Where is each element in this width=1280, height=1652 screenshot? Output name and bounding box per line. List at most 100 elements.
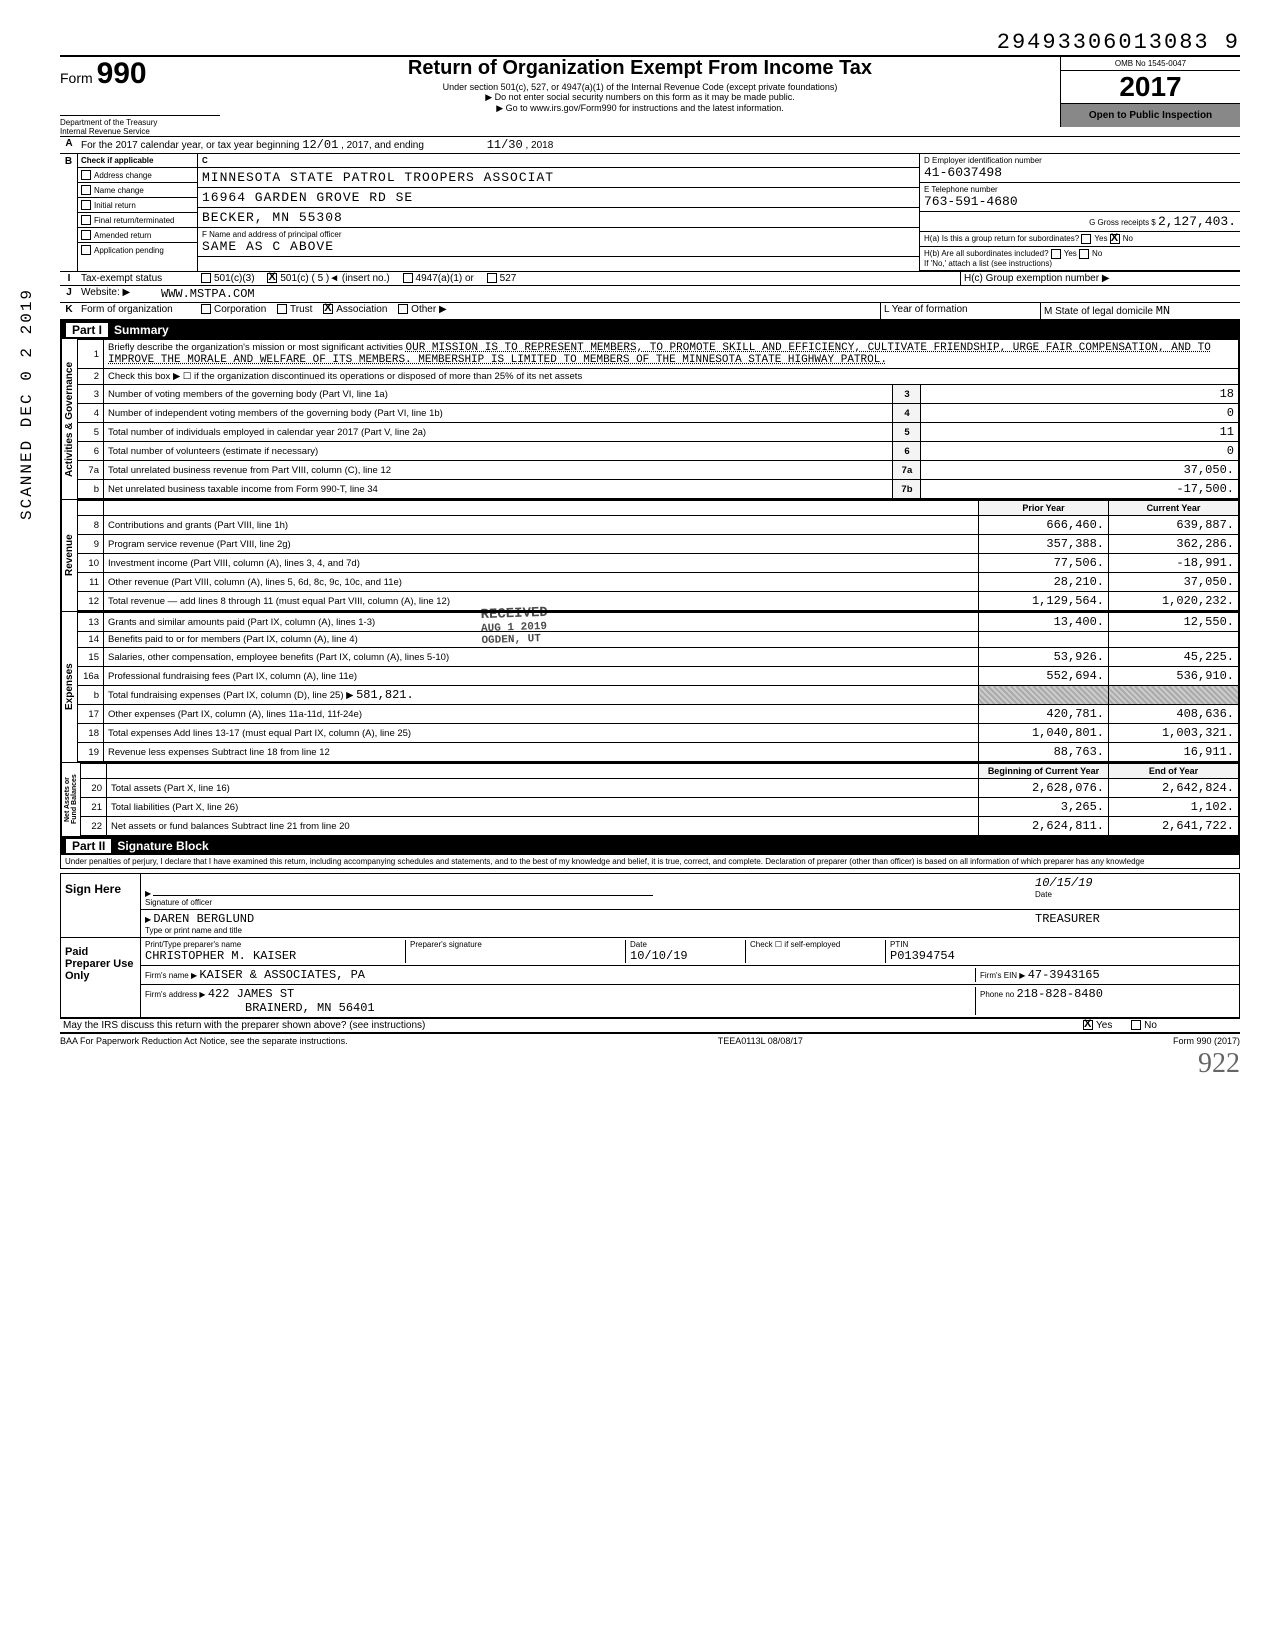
line-a-label: A — [60, 137, 78, 153]
val-5: 11 — [921, 423, 1239, 442]
form-title: Return of Organization Exempt From Incom… — [228, 57, 1052, 80]
col-end: End of Year — [1109, 764, 1239, 779]
prep-date-label: Date — [630, 940, 647, 949]
chk-trust[interactable] — [277, 304, 287, 314]
prior-16a: 552,694. — [979, 667, 1109, 686]
chk-corp[interactable] — [201, 304, 211, 314]
received-stamp: RECEIVED AUG 1 2019 OGDEN, UT — [480, 605, 549, 647]
firm-addr-label: Firm's address ▶ — [145, 990, 206, 999]
line-a-text: For the 2017 calendar year, or tax year … — [81, 140, 299, 151]
form-number-box: Form 990 Department of the Treasury Inte… — [60, 57, 220, 136]
hb-yes[interactable] — [1051, 249, 1061, 259]
prior-11: 28,210. — [979, 573, 1109, 592]
open-public-badge: Open to Public Inspection — [1061, 104, 1240, 127]
prior-12: 1,129,564. — [979, 592, 1109, 611]
chk-label: Final return/terminated — [94, 216, 174, 225]
line-3: Number of voting members of the governin… — [104, 385, 893, 404]
vlabel-revenue: Revenue — [61, 500, 77, 611]
line-2: Check this box ▶ ☐ if the organization d… — [104, 369, 1239, 385]
preparer-date: 10/10/19 — [630, 949, 688, 963]
form-org-label: Form of organization — [78, 303, 198, 319]
chk-label: Application pending — [94, 246, 164, 255]
chk-final-return[interactable]: Final return/terminated — [78, 213, 197, 228]
curr-17: 408,636. — [1109, 705, 1239, 724]
chk-initial-return[interactable]: Initial return — [78, 198, 197, 213]
chk-address-change[interactable]: Address change — [78, 168, 197, 183]
chk-amended[interactable]: Amended return — [78, 228, 197, 243]
curr-18: 1,003,321. — [1109, 724, 1239, 743]
chk-other[interactable] — [398, 304, 408, 314]
chk-501c[interactable] — [267, 273, 277, 283]
prior-13: 13,400. — [979, 613, 1109, 632]
principal-officer: SAME AS C ABOVE — [202, 239, 334, 254]
paid-preparer-section: Paid Preparer Use Only Print/Type prepar… — [60, 938, 1240, 1018]
chk-assoc[interactable] — [323, 304, 333, 314]
governance-table: 1Briefly describe the organization's mis… — [77, 339, 1239, 499]
vlabel-expenses: Expenses — [61, 612, 77, 762]
line-5: Total number of individuals employed in … — [104, 423, 893, 442]
sig-officer-label: Signature of officer — [145, 898, 212, 907]
line-i-label: I — [60, 272, 78, 285]
mission-label: Briefly describe the organization's miss… — [108, 342, 403, 353]
chk-label: Initial return — [94, 201, 136, 210]
check-if-applicable: Check if applicable Address change Name … — [78, 154, 198, 271]
line-16b: Total fundraising expenses (Part IX, col… — [108, 690, 353, 701]
curr-19: 16,911. — [1109, 743, 1239, 762]
year-formation: L Year of formation — [880, 303, 1040, 319]
self-employed-check[interactable]: Check ☐ if self-employed — [745, 940, 885, 963]
discuss-yes[interactable] — [1083, 1020, 1093, 1030]
chk-527[interactable] — [487, 273, 497, 283]
line-16a: Professional fundraising fees (Part IX, … — [104, 667, 979, 686]
discuss-question: May the IRS discuss this return with the… — [60, 1019, 1080, 1032]
title-label: Type or print name and title — [145, 926, 242, 935]
chk-name-change[interactable]: Name change — [78, 183, 197, 198]
ptin-label: PTIN — [890, 940, 908, 949]
hb-label: H(b) Are all subordinates included? — [924, 249, 1049, 258]
chk-label: Address change — [94, 171, 152, 180]
chk-501c3[interactable] — [201, 273, 211, 283]
firm-label: Firm's name ▶ — [145, 971, 197, 980]
line-a-end: 11/30 — [487, 138, 523, 152]
baa-left: BAA For Paperwork Reduction Act Notice, … — [60, 1036, 348, 1046]
prior-8: 666,460. — [979, 516, 1109, 535]
col-begin: Beginning of Current Year — [979, 764, 1109, 779]
beg-22: 2,624,811. — [979, 817, 1109, 836]
chk-application-pending[interactable]: Application pending — [78, 243, 197, 257]
perjury-text: Under penalties of perjury, I declare th… — [60, 855, 1240, 869]
form-org-opts: Corporation Trust Association Other ▶ — [198, 303, 880, 319]
line-11: Other revenue (Part VIII, column (A), li… — [104, 573, 979, 592]
ein-label: Firm's EIN ▶ — [980, 971, 1025, 980]
ha-no[interactable] — [1110, 234, 1120, 244]
line-7a: Total unrelated business revenue from Pa… — [104, 461, 893, 480]
val-6: 0 — [921, 442, 1239, 461]
curr-14 — [1109, 632, 1239, 648]
col-current: Current Year — [1109, 501, 1239, 516]
prior-15: 53,926. — [979, 648, 1109, 667]
val-16b: 581,821. — [356, 688, 414, 702]
part-ii-title: Signature Block — [117, 839, 208, 853]
curr-16a: 536,910. — [1109, 667, 1239, 686]
beg-20: 2,628,076. — [979, 779, 1109, 798]
end-22: 2,641,722. — [1109, 817, 1239, 836]
org-addr1: 16964 GARDEN GROVE RD SE — [198, 188, 919, 208]
officer-name: DAREN BERGLUND — [153, 912, 254, 926]
hb-no[interactable] — [1079, 249, 1089, 259]
part-i-label: Part I — [66, 323, 108, 337]
department-label: Department of the Treasury Internal Reve… — [60, 115, 220, 136]
sign-date: 10/15/19 — [1035, 876, 1093, 890]
date-label: Date — [1035, 890, 1052, 899]
curr-15: 45,225. — [1109, 648, 1239, 667]
chk-label: Name change — [94, 186, 144, 195]
curr-9: 362,286. — [1109, 535, 1239, 554]
omb-number: OMB No 1545-0047 — [1061, 57, 1240, 71]
ha-yes[interactable] — [1081, 234, 1091, 244]
year-box: OMB No 1545-0047 2017 Open to Public Ins… — [1060, 57, 1240, 127]
chk-4947[interactable] — [403, 273, 413, 283]
form-prefix: Form — [60, 70, 93, 86]
line-15: Salaries, other compensation, employee b… — [104, 648, 979, 667]
net-assets-table: Beginning of Current YearEnd of Year 20T… — [80, 763, 1239, 836]
line-j-label: J — [60, 286, 78, 302]
line-a-begin: 12/01 — [302, 138, 338, 152]
discuss-no[interactable] — [1131, 1020, 1141, 1030]
line-10: Investment income (Part VIII, column (A)… — [104, 554, 979, 573]
